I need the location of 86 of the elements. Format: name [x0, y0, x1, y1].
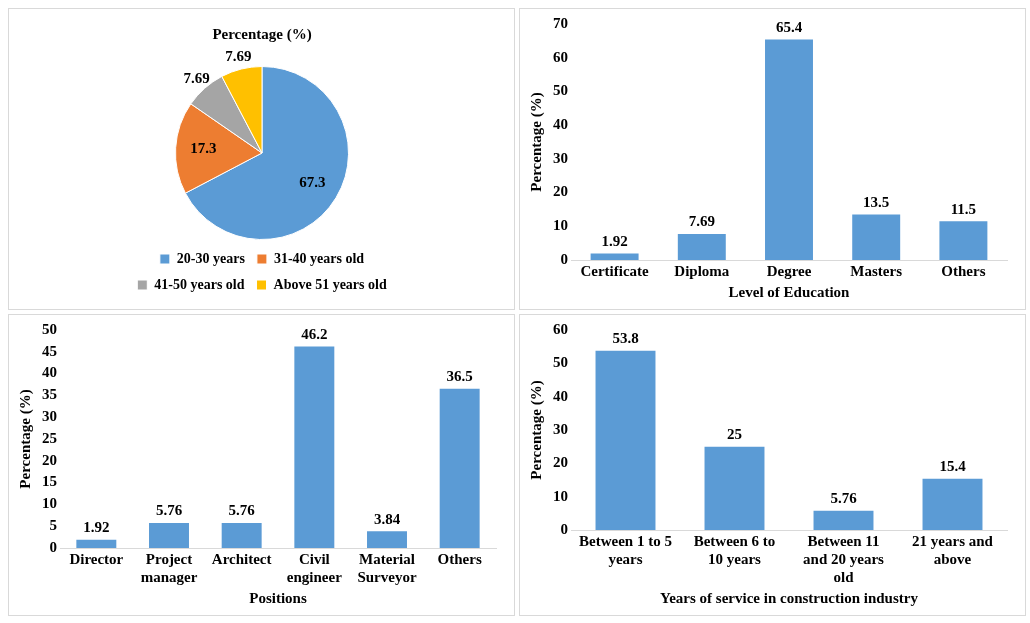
y-tick-label: 0 — [560, 250, 568, 267]
data-label: 3.84 — [373, 510, 401, 527]
data-label: 17.3 — [189, 140, 216, 157]
bar — [221, 522, 262, 548]
y-axis-title: Percentage (%) — [16, 389, 34, 489]
x-axis-title: Level of Education — [728, 283, 851, 300]
y-tick-label: 15 — [42, 473, 57, 490]
data-label: 15.4 — [939, 458, 967, 475]
x-tick-label: Architect — [211, 550, 272, 567]
data-label: 67.3 — [298, 174, 325, 191]
y-tick-label: 10 — [42, 495, 57, 512]
bar — [149, 522, 189, 548]
y-axis-title: Percentage (%) — [527, 380, 545, 480]
x-tick-label: Diploma — [674, 262, 730, 279]
legend-label: Above 51 years old — [273, 276, 387, 292]
x-tick-label: Civil engineer — [286, 550, 343, 585]
data-label: 36.5 — [446, 368, 473, 385]
x-tick-label: Material Surveyor — [357, 550, 417, 585]
y-tick-label: 40 — [553, 387, 568, 404]
bar — [813, 510, 874, 530]
x-tick-label: Degree — [766, 262, 812, 279]
legend-label: 31-40 years old — [273, 250, 364, 266]
data-label: 5.76 — [228, 502, 256, 519]
y-tick-label: 20 — [553, 454, 568, 471]
y-tick-label: 10 — [553, 217, 568, 234]
y-tick-label: 10 — [553, 487, 568, 504]
y-tick-label: 30 — [553, 149, 568, 166]
x-tick-label: Between 6 to 10 years — [693, 532, 776, 567]
data-label: 5.76 — [830, 490, 858, 507]
data-label: 5.76 — [155, 502, 183, 519]
bar — [76, 539, 117, 548]
data-label: 11.5 — [950, 200, 977, 217]
y-tick-label: 40 — [553, 116, 568, 133]
data-label: 65.4 — [775, 18, 803, 35]
bar — [765, 39, 813, 260]
bar — [922, 478, 983, 530]
data-label: 7.69 — [224, 48, 252, 65]
x-tick-label: Masters — [850, 262, 903, 279]
legend-label: 41-50 years old — [153, 276, 245, 292]
bar — [595, 350, 656, 530]
y-tick-label: 70 — [553, 14, 568, 31]
bar — [294, 346, 335, 548]
data-label: 25 — [727, 426, 742, 443]
y-tick-label: 50 — [553, 82, 568, 99]
y-tick-label: 40 — [42, 364, 57, 381]
y-tick-label: 0 — [560, 520, 568, 537]
y-tick-label: 0 — [49, 538, 57, 555]
data-label: 1.92 — [83, 519, 110, 535]
y-tick-label: 30 — [42, 408, 57, 425]
bar — [367, 531, 407, 548]
x-tick-label: Others — [437, 550, 482, 567]
x-tick-label: Others — [941, 262, 986, 279]
y-axis-title: Percentage (%) — [527, 92, 545, 192]
x-tick-label: Between 11 and 20 years old — [803, 532, 885, 585]
y-tick-label: 50 — [42, 320, 57, 337]
y-tick-label: 50 — [553, 354, 568, 371]
bar — [439, 388, 480, 548]
x-axis-title: Years of service in construction industry — [660, 589, 919, 606]
data-label: 1.92 — [601, 232, 628, 249]
y-tick-label: 20 — [42, 451, 57, 468]
y-tick-label: 35 — [42, 386, 57, 403]
x-tick-label: Certificate — [580, 262, 650, 279]
x-tick-label: Director — [69, 550, 124, 567]
x-tick-label: 21 years and above — [912, 532, 994, 567]
y-tick-label: 20 — [553, 183, 568, 200]
chart-title: Percentage (%) — [211, 25, 312, 43]
legend-label: 20-30 years — [176, 250, 245, 266]
y-tick-label: 30 — [553, 420, 568, 437]
bar — [590, 253, 639, 260]
bar — [939, 221, 988, 260]
bar — [852, 214, 901, 260]
y-tick-label: 60 — [553, 48, 568, 65]
data-label: 46.2 — [301, 325, 328, 342]
y-tick-label: 25 — [42, 429, 57, 446]
data-label: 53.8 — [612, 330, 639, 347]
data-label: 13.5 — [863, 193, 890, 210]
y-tick-label: 5 — [49, 517, 57, 534]
x-tick-label: Project manager — [140, 550, 198, 585]
y-tick-label: 45 — [42, 342, 57, 359]
data-label: 7.69 — [183, 70, 210, 87]
y-tick-label: 60 — [553, 320, 568, 337]
bar — [677, 234, 726, 260]
x-tick-label: Between 1 to 5 years — [579, 532, 672, 567]
bar — [704, 446, 765, 530]
x-axis-title: Positions — [249, 589, 307, 606]
data-label: 7.69 — [688, 213, 715, 230]
